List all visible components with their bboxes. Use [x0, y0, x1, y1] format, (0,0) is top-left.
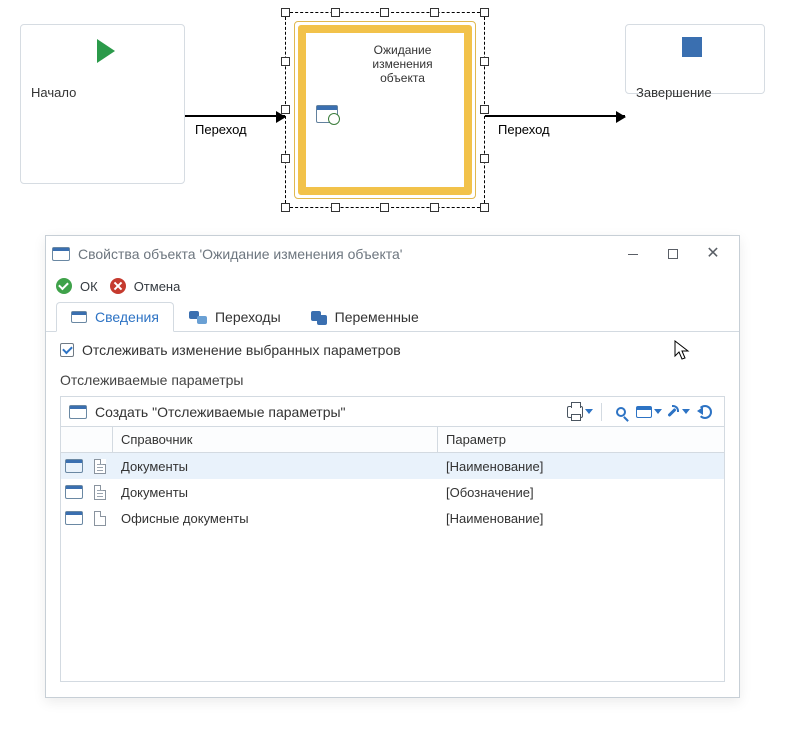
cell-param: [Наименование] — [438, 459, 724, 474]
table-row[interactable]: Офисные документы [Наименование] — [61, 505, 724, 531]
grid-header-ref[interactable]: Справочник — [113, 427, 438, 452]
tab-transitions-label: Переходы — [215, 309, 281, 325]
panel-body: Отслеживать изменение выбранных параметр… — [46, 332, 739, 696]
dialog-title-icon — [52, 247, 70, 261]
end-label: Завершение — [636, 85, 712, 100]
create-icon — [69, 405, 87, 419]
wrench-icon — [666, 405, 680, 419]
connector-handle[interactable] — [480, 154, 489, 163]
caret-down-icon — [654, 409, 662, 414]
document-icon — [94, 459, 106, 474]
grid-body: Документы [Наименование] Документы [Обоз… — [61, 453, 724, 681]
end-icon-wrap — [634, 33, 756, 57]
tracked-params-grid: Справочник Параметр Документы [Наименова… — [60, 426, 725, 682]
ref-icon — [65, 459, 83, 473]
resize-handle-se[interactable] — [480, 203, 489, 212]
refresh-icon — [698, 405, 712, 419]
window-maximize-button[interactable] — [653, 240, 693, 268]
cancel-icon — [110, 278, 126, 294]
connector-handle[interactable] — [480, 57, 489, 66]
ok-icon — [56, 278, 72, 294]
grid-header-param[interactable]: Параметр — [438, 427, 724, 452]
resize-handle-n[interactable] — [380, 8, 389, 17]
cell-param: [Обозначение] — [438, 485, 724, 500]
flow-node-mid-selection[interactable]: Ожидание изменения объекта — [285, 12, 485, 208]
tab-transitions[interactable]: Переходы — [174, 302, 296, 332]
printer-icon — [567, 406, 583, 418]
resize-handle-nw[interactable] — [281, 8, 290, 17]
flow-node-mid[interactable]: Ожидание изменения объекта — [294, 21, 476, 199]
ref-icon — [65, 511, 83, 525]
connector-handle[interactable] — [281, 57, 290, 66]
start-label: Начало — [31, 85, 76, 100]
connector-handle[interactable] — [430, 203, 439, 212]
search-button[interactable] — [610, 401, 632, 423]
cell-param: [Наименование] — [438, 511, 724, 526]
cancel-button[interactable]: Отмена — [134, 279, 181, 294]
toolbar-separator — [601, 403, 602, 421]
search-icon — [616, 407, 626, 417]
wait-change-icon — [316, 105, 338, 123]
grid-header: Справочник Параметр — [61, 427, 724, 453]
window-icon — [636, 406, 652, 418]
grid-header-icons — [61, 427, 113, 452]
table-row[interactable]: Документы [Обозначение] — [61, 479, 724, 505]
connector-handle[interactable] — [331, 203, 340, 212]
mid-border: Ожидание изменения объекта — [298, 25, 472, 195]
tab-variables[interactable]: Переменные — [296, 302, 434, 332]
connector-handle[interactable] — [281, 154, 290, 163]
track-checkbox-label: Отслеживать изменение выбранных параметр… — [82, 342, 401, 358]
tracked-params-label: Отслеживаемые параметры — [60, 372, 725, 388]
caret-down-icon — [682, 409, 690, 414]
cell-ref: Документы — [113, 485, 438, 500]
info-icon — [71, 311, 87, 323]
grid-toolbar: Создать "Отслеживаемые параметры" — [60, 396, 725, 426]
create-button[interactable]: Создать "Отслеживаемые параметры" — [95, 404, 346, 420]
ok-button[interactable]: ОК — [80, 279, 98, 294]
document-blank-icon — [94, 511, 106, 526]
dialog-title: Свойства объекта 'Ожидание изменения объ… — [78, 246, 402, 262]
stop-icon — [682, 37, 702, 57]
cell-ref: Документы — [113, 459, 438, 474]
tab-info-label: Сведения — [95, 309, 159, 325]
print-button[interactable] — [567, 401, 593, 423]
track-checkbox-row[interactable]: Отслеживать изменение выбранных параметр… — [60, 342, 725, 358]
track-checkbox[interactable] — [60, 343, 74, 357]
document-icon — [94, 485, 106, 500]
variables-icon — [311, 311, 327, 323]
refresh-button[interactable] — [694, 401, 716, 423]
resize-handle-sw[interactable] — [281, 203, 290, 212]
edge-2-label: Переход — [498, 122, 550, 137]
tab-bar: Сведения Переходы Переменные — [46, 300, 739, 332]
flow-node-start[interactable]: Начало — [20, 24, 185, 184]
connector-handle[interactable] — [430, 8, 439, 17]
settings-button[interactable] — [666, 401, 690, 423]
cell-ref: Офисные документы — [113, 511, 438, 526]
resize-handle-e[interactable] — [480, 105, 489, 114]
resize-handle-s[interactable] — [380, 203, 389, 212]
view-options-button[interactable] — [636, 401, 662, 423]
mid-title: Ожидание изменения объекта — [351, 43, 454, 85]
play-icon — [97, 39, 115, 63]
tab-info[interactable]: Сведения — [56, 302, 174, 332]
titlebar[interactable]: Свойства объекта 'Ожидание изменения объ… — [46, 236, 739, 272]
flow-edge-2[interactable] — [485, 115, 625, 117]
dialog-action-bar: ОК Отмена — [46, 272, 739, 300]
start-icon-wrap — [29, 33, 176, 63]
properties-dialog: Свойства объекта 'Ожидание изменения объ… — [45, 235, 740, 698]
flow-edge-1[interactable] — [185, 115, 285, 117]
window-minimize-button[interactable] — [613, 240, 653, 268]
ref-icon — [65, 485, 83, 499]
tab-variables-label: Переменные — [335, 309, 419, 325]
connector-handle[interactable] — [331, 8, 340, 17]
resize-handle-ne[interactable] — [480, 8, 489, 17]
transitions-icon — [189, 311, 207, 323]
table-row[interactable]: Документы [Наименование] — [61, 453, 724, 479]
window-close-button[interactable]: ✕ — [693, 240, 733, 268]
edge-1-label: Переход — [195, 122, 247, 137]
flow-node-end[interactable]: Завершение — [625, 24, 765, 94]
caret-down-icon — [585, 409, 593, 414]
